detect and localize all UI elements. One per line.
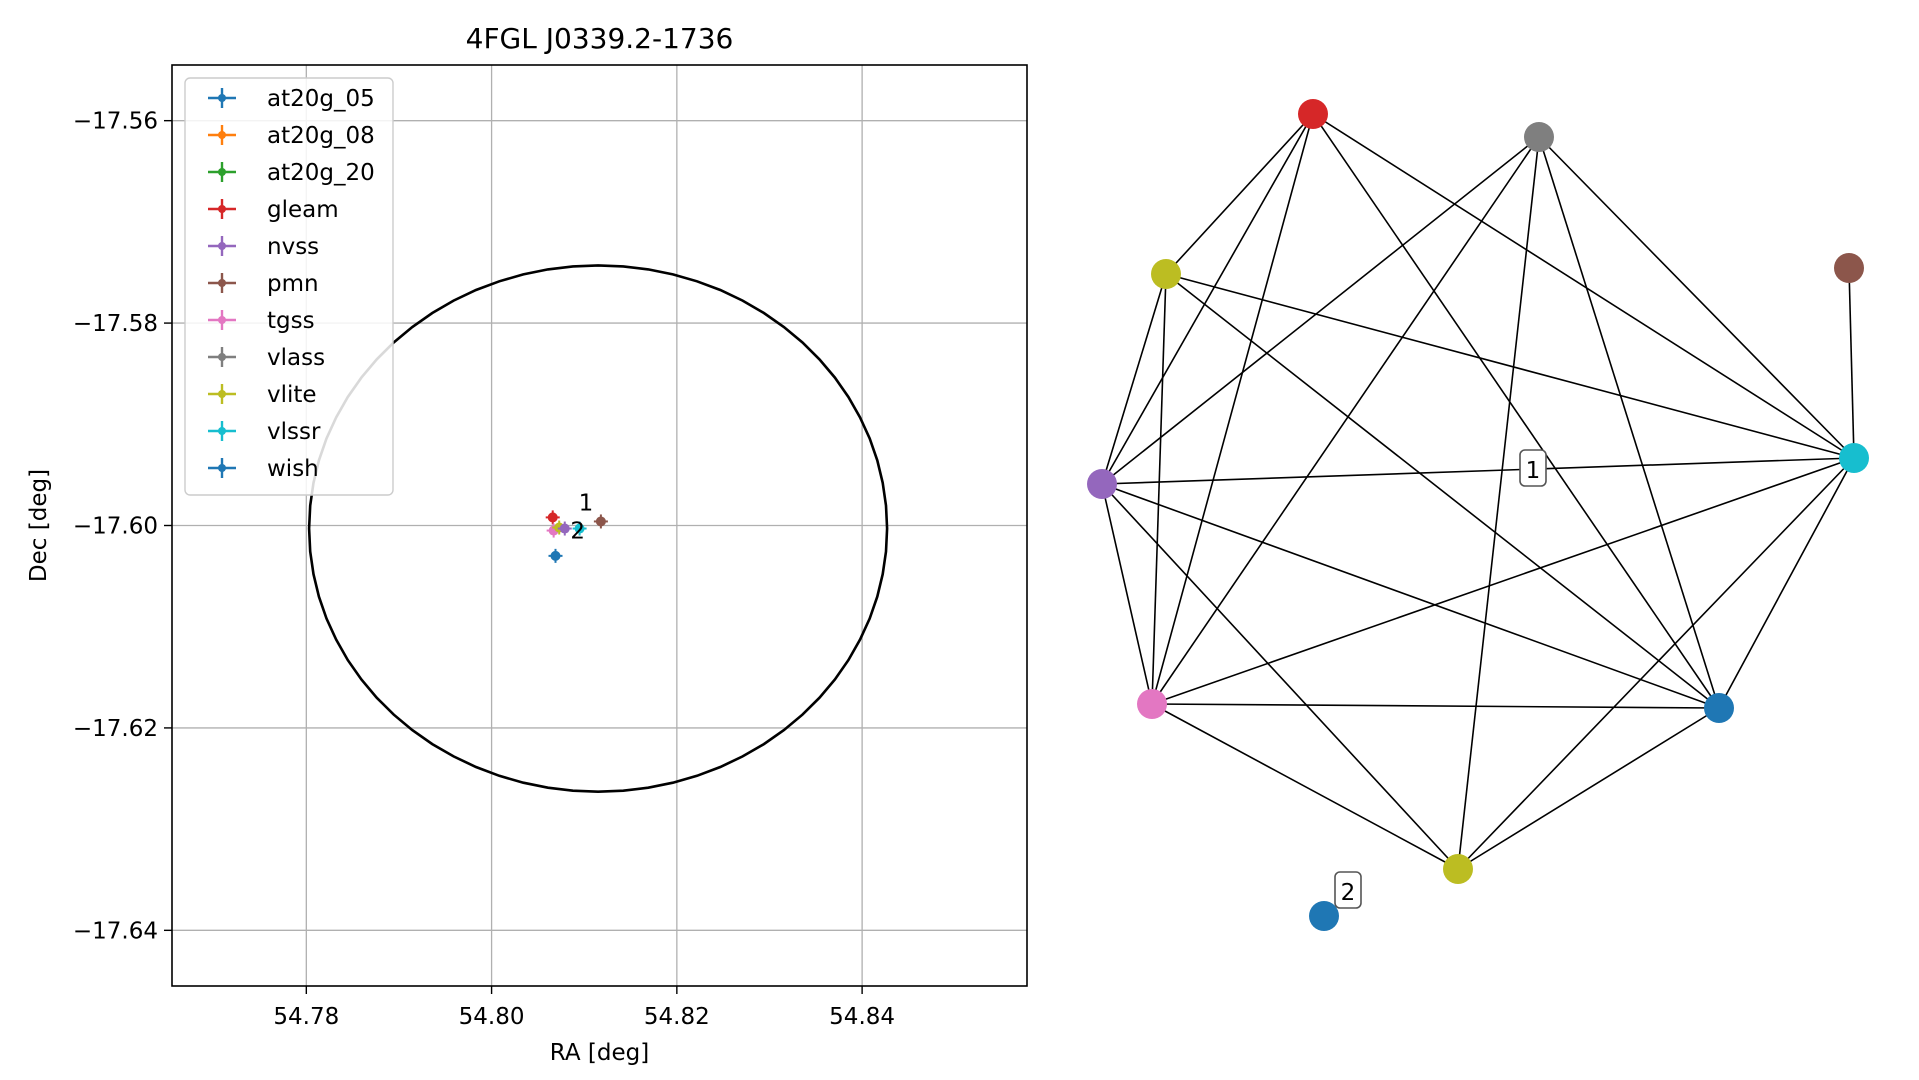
network-label-text: 2 (1341, 880, 1356, 906)
data-point (572, 521, 587, 536)
x-tick-label: 54.78 (273, 1004, 339, 1030)
legend-item: vlssr (208, 419, 321, 445)
network-node (1704, 693, 1734, 723)
legend-item: tgss (208, 308, 315, 334)
network-edge (1457, 457, 1855, 870)
network-edge (1848, 267, 1855, 459)
legend-label: at20g_20 (267, 160, 375, 186)
network-edge (1718, 457, 1855, 709)
x-axis-label: RA [deg] (550, 1040, 649, 1066)
legend-label: tgss (267, 308, 315, 334)
x-tick-label: 54.82 (644, 1004, 710, 1030)
legend-label: at20g_05 (267, 86, 375, 112)
legend-item: at20g_20 (208, 160, 375, 186)
y-tick-label: −17.60 (73, 514, 158, 540)
network-edge (1165, 273, 1720, 709)
legend-box (184, 77, 394, 496)
point-annotation: 2 (570, 519, 585, 545)
legend-item: nvss (208, 234, 319, 260)
network-edge (1457, 136, 1540, 870)
network-node (1087, 469, 1117, 499)
data-point (545, 510, 560, 525)
network-node (1137, 689, 1167, 719)
x-tick-label: 54.84 (829, 1004, 895, 1030)
legend-label: vlass (267, 345, 325, 371)
network-node (1834, 253, 1864, 283)
legend-label: vlssr (267, 419, 321, 445)
legend-label: wish (267, 456, 319, 482)
legend-label: nvss (267, 234, 319, 260)
network-edge (1312, 113, 1720, 709)
network-edge (1101, 273, 1167, 485)
legend-item: vlass (208, 345, 325, 371)
network-edge (1538, 136, 1855, 459)
legend-label: pmn (267, 271, 319, 297)
network-edge (1101, 483, 1459, 870)
y-tick-label: −17.56 (73, 109, 158, 135)
network-edge (1151, 703, 1720, 709)
point-annotation: 1 (579, 490, 594, 516)
network-label-text: 1 (1526, 458, 1541, 484)
network-edge (1457, 707, 1720, 870)
legend-item: gleam (208, 197, 339, 223)
y-tick-label: −17.58 (73, 311, 158, 337)
legend-label: at20g_08 (267, 123, 375, 149)
network-label: 2 (1334, 871, 1362, 909)
x-tick-label: 54.80 (459, 1004, 525, 1030)
network-label: 1 (1519, 449, 1547, 487)
network-node (1151, 259, 1181, 289)
network-edge (1538, 136, 1720, 709)
network-edge (1151, 113, 1314, 705)
network-edge (1151, 136, 1540, 705)
network-edge (1101, 113, 1314, 485)
legend-item: at20g_05 (208, 86, 375, 112)
network-edge (1165, 113, 1314, 275)
network-node (1309, 901, 1339, 931)
legend-item: vlite (208, 382, 317, 408)
localization-ellipse (307, 264, 889, 794)
network-node (1298, 99, 1328, 129)
network-edge (1101, 136, 1540, 485)
y-tick-label: −17.64 (73, 918, 158, 944)
network-node (1524, 122, 1554, 152)
legend-item: wish (208, 456, 319, 482)
legend-item: pmn (208, 271, 319, 297)
network-edge (1101, 483, 1153, 705)
network-edge (1151, 703, 1459, 870)
y-axis-label: Dec [deg] (26, 469, 52, 582)
chart-title: 4FGL J0339.2-1736 (466, 22, 734, 55)
data-point (557, 521, 572, 536)
network-edge (1151, 273, 1167, 705)
network-edge (1312, 113, 1855, 459)
network-node (1443, 854, 1473, 884)
network-edge (1151, 457, 1855, 705)
data-point (548, 548, 563, 563)
legend-item: at20g_08 (208, 123, 375, 149)
network-edge (1101, 483, 1720, 709)
network-edge (1101, 457, 1855, 485)
data-point (593, 514, 608, 529)
legend-label: gleam (267, 197, 339, 223)
network-node (1839, 443, 1869, 473)
y-tick-label: −17.62 (73, 716, 158, 742)
network-edge (1165, 273, 1855, 459)
legend-label: vlite (267, 382, 317, 408)
